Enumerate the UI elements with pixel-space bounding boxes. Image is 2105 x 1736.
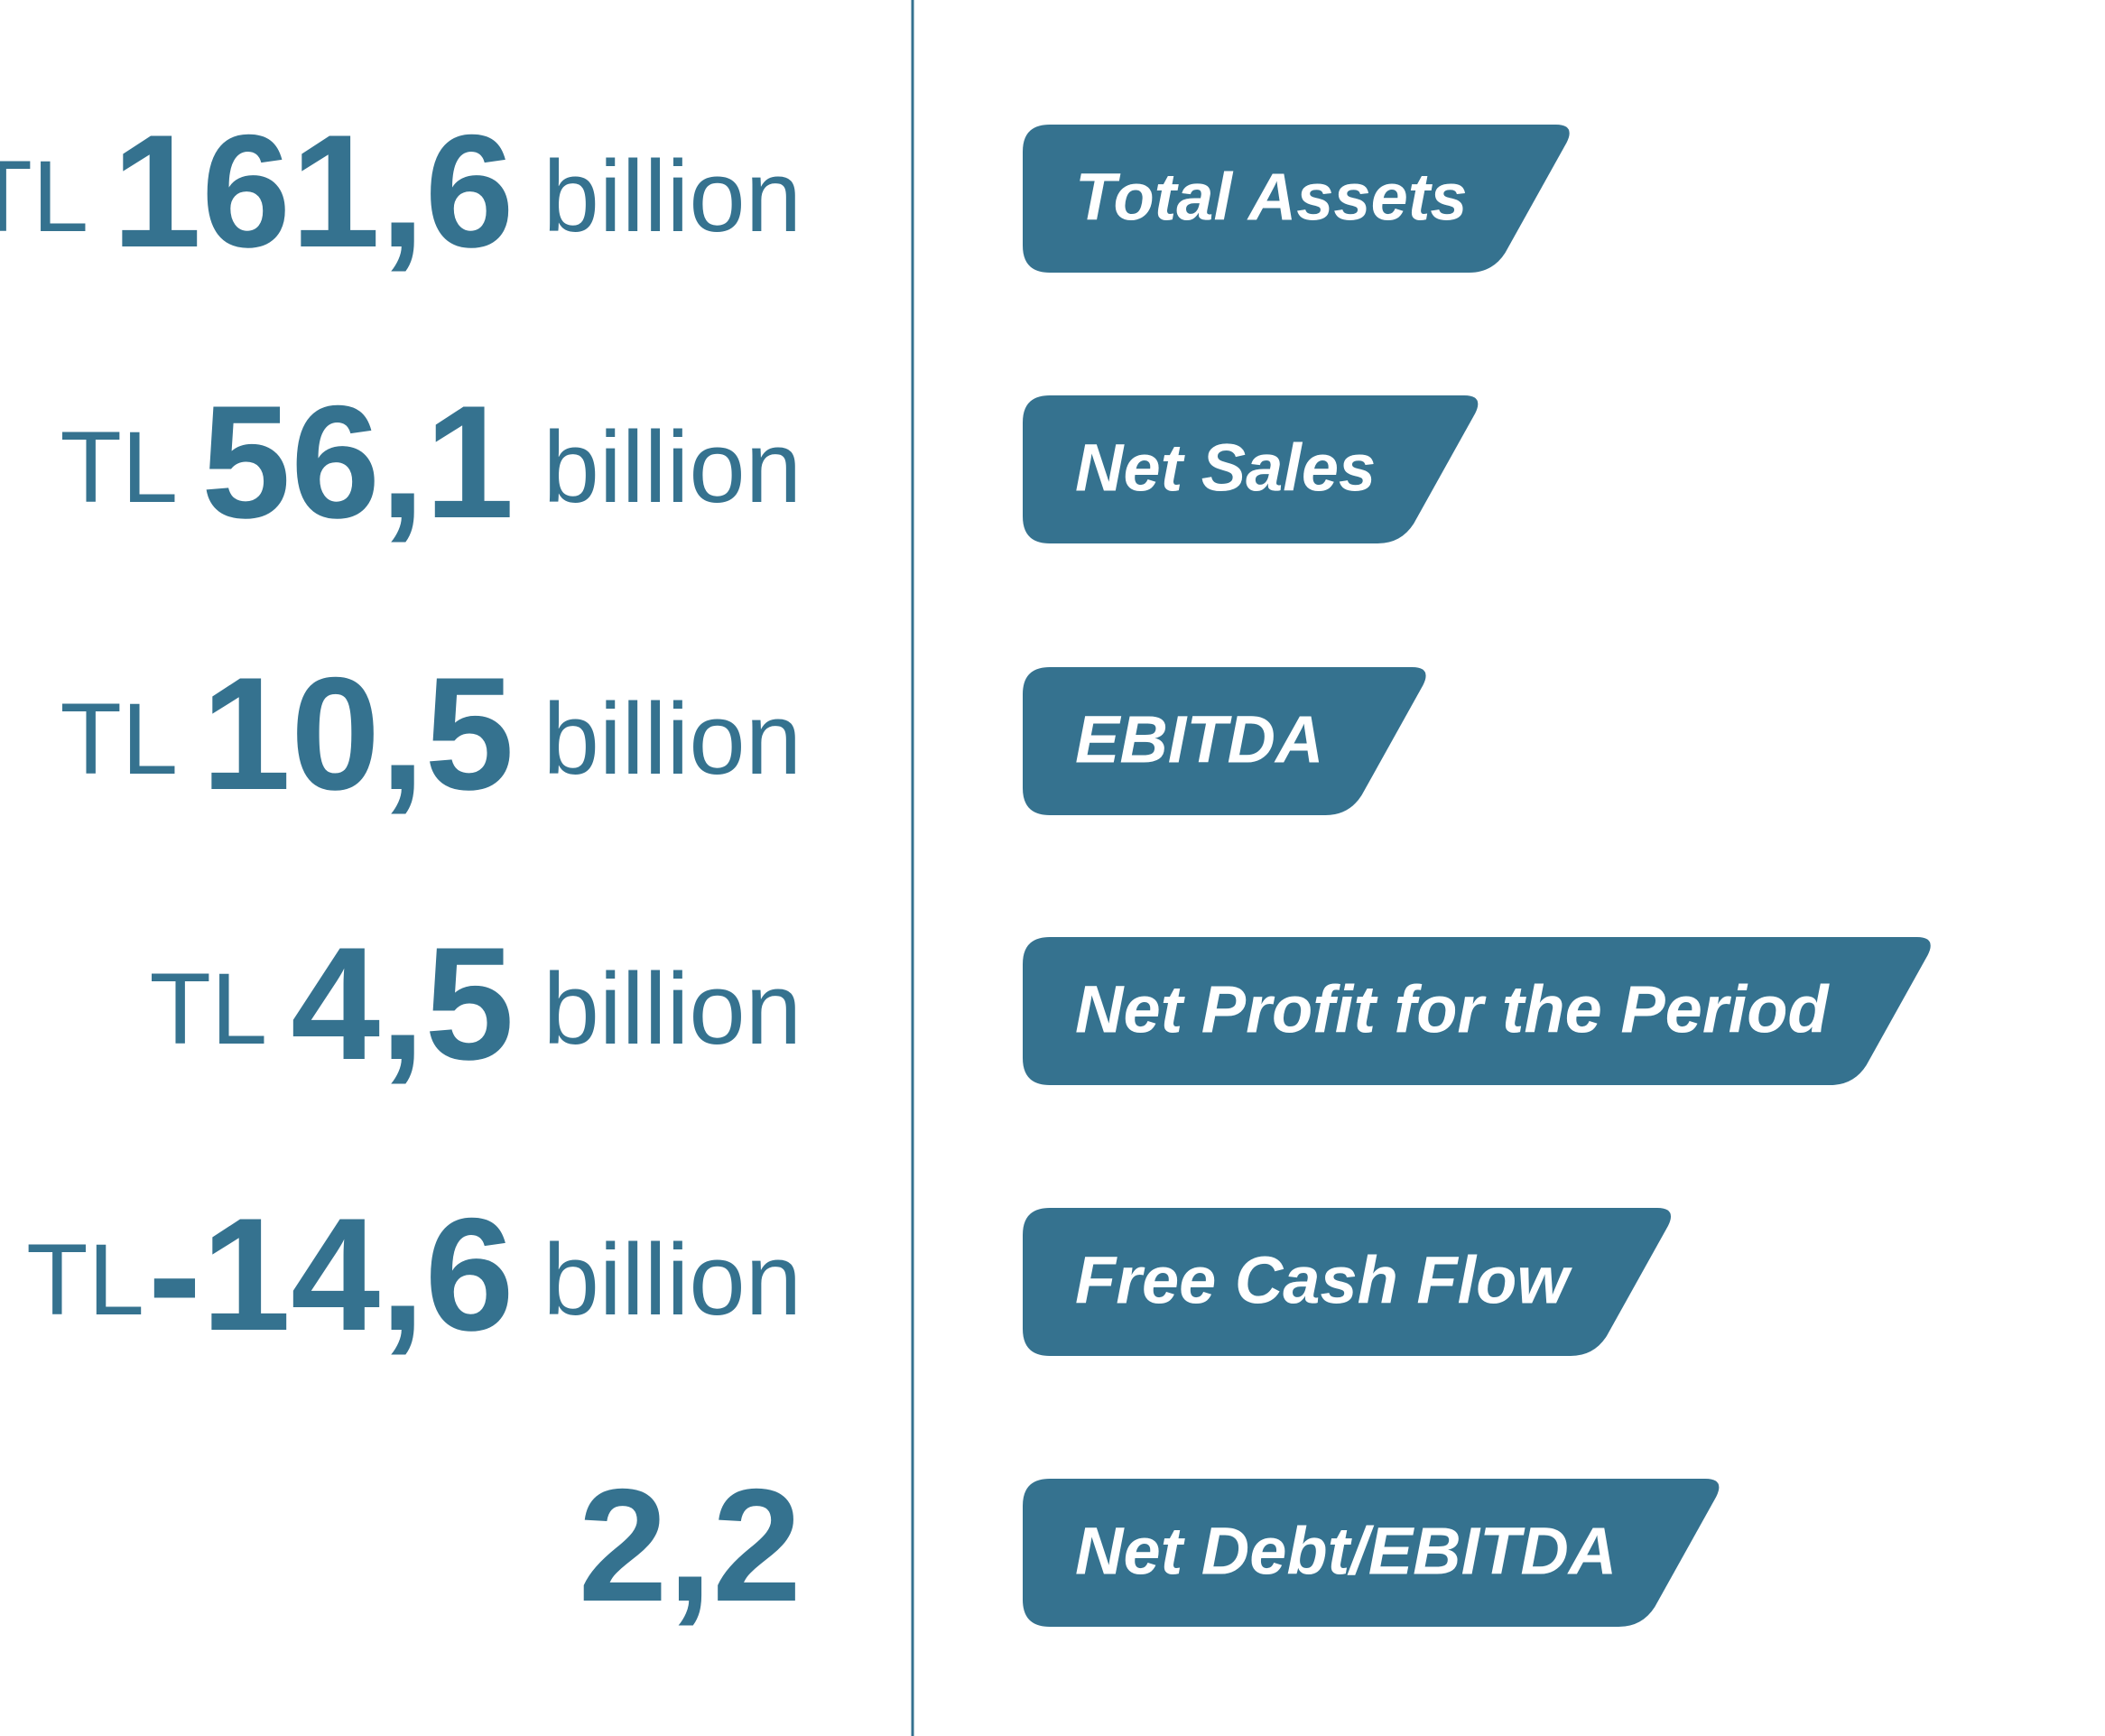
figure-unit: billion [543,140,802,253]
tag-label: Total Assets [1075,160,1468,235]
figure-value: 161,6 [112,101,514,281]
figure-row: TL 161,6 billion Total Assets [0,101,1570,281]
tag-label: Net Sales [1075,431,1376,506]
figure-unit: billion [543,1223,802,1336]
tag [1023,1208,1672,1356]
tag-label: Net Profit for the Period [1075,972,1830,1047]
figure-row: 2,2 Net Debt/EBITDA [579,1455,1720,1635]
tag [1023,937,1931,1085]
tag-label: Free Cash Flow [1075,1243,1572,1318]
figure-prefix: TL [60,682,178,795]
tag [1023,1479,1720,1627]
figure-unit: billion [543,952,802,1065]
figure-row: TL-14,6 billion Free Cash Flow [26,1184,1672,1364]
figure-value: 4,5 [291,914,514,1093]
figure-unit: billion [543,411,802,524]
figure-prefix: TL [60,411,178,524]
figure: TL 56,1 billion [60,372,802,552]
figure-value: 2,2 [579,1455,802,1635]
tag-label: Net Debt/EBITDA [1075,1514,1617,1589]
figure: TL-14,6 billion [26,1184,802,1364]
tag [1023,395,1479,543]
figure: TL 4,5 billion [149,914,802,1093]
tag-label: EBITDA [1075,702,1323,777]
figure-unit: billion [543,682,802,795]
figure-prefix: TL [149,952,267,1065]
figure: TL 161,6 billion [0,101,802,281]
figure-row: TL 10,5 billion EBITDA [60,644,1426,823]
tag [1023,667,1426,815]
figure-value: -14,6 [148,1184,515,1364]
figure-row: TL 56,1 billion Net Sales [60,372,1479,552]
figure-prefix: TL [0,140,88,253]
tag [1023,125,1570,273]
figure-value: 56,1 [201,372,514,552]
figure: TL 10,5 billion [60,644,802,823]
figure: 2,2 [579,1455,802,1635]
figure-prefix: TL [26,1223,144,1336]
figure-row: TL 4,5 billion Net Profit for the Period [149,914,1931,1093]
figure-value: 10,5 [201,644,514,823]
